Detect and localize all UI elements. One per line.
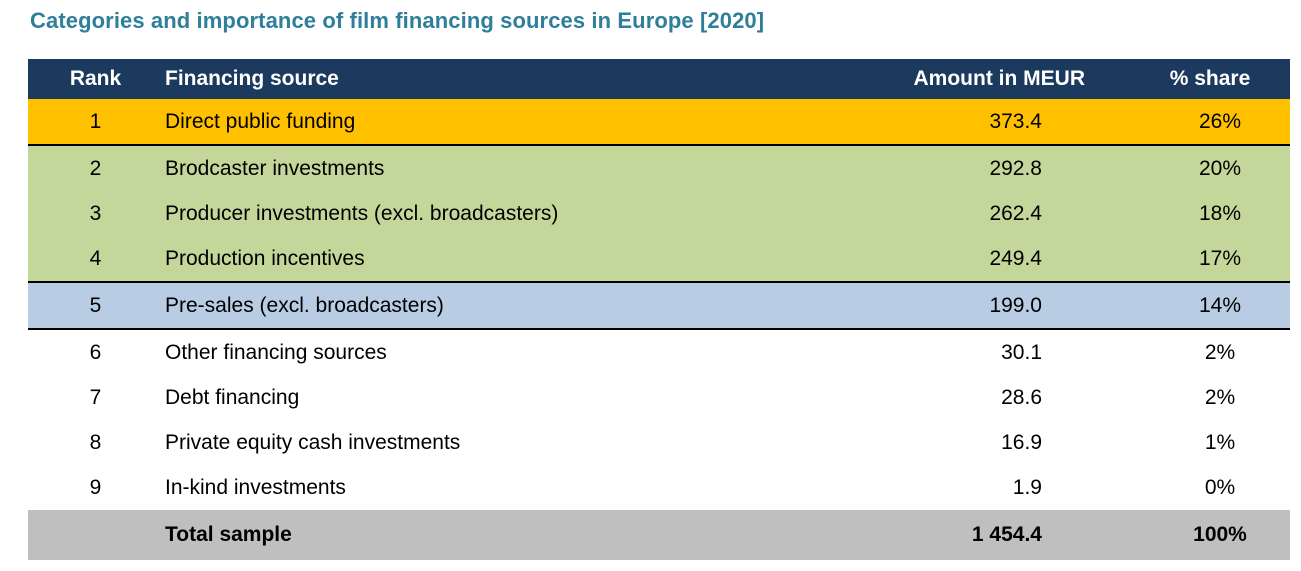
total-row: Total sample 1 454.4 100% bbox=[28, 510, 1290, 560]
cell-source: Producer investments (excl. broadcasters… bbox=[163, 191, 803, 236]
total-rank-spacer bbox=[28, 510, 163, 560]
page-title: Categories and importance of film financ… bbox=[30, 8, 765, 33]
table-row: 1 Direct public funding 373.4 26% bbox=[28, 99, 1290, 146]
cell-rank: 3 bbox=[28, 191, 163, 236]
column-header-share: % share bbox=[1130, 59, 1290, 99]
cell-amount: 262.4 bbox=[803, 191, 1130, 236]
cell-amount: 30.1 bbox=[803, 329, 1130, 375]
cell-rank: 7 bbox=[28, 375, 163, 420]
column-header-rank: Rank bbox=[28, 59, 163, 99]
cell-rank: 6 bbox=[28, 329, 163, 375]
cell-rank: 8 bbox=[28, 420, 163, 465]
cell-share: 14% bbox=[1130, 282, 1290, 330]
table-row: 8 Private equity cash investments 16.9 1% bbox=[28, 420, 1290, 465]
table-row: 9 In-kind investments 1.9 0% bbox=[28, 465, 1290, 510]
table-row: 6 Other financing sources 30.1 2% bbox=[28, 329, 1290, 375]
cell-source: Direct public funding bbox=[163, 99, 803, 146]
cell-source: Private equity cash investments bbox=[163, 420, 803, 465]
cell-source: Production incentives bbox=[163, 236, 803, 283]
table-row: 2 Brodcaster investments 292.8 20% bbox=[28, 145, 1290, 191]
table-row: 7 Debt financing 28.6 2% bbox=[28, 375, 1290, 420]
column-header-amount: Amount in MEUR bbox=[803, 59, 1130, 99]
cell-share: 26% bbox=[1130, 99, 1290, 146]
total-amount: 1 454.4 bbox=[803, 510, 1130, 560]
cell-source: Other financing sources bbox=[163, 329, 803, 375]
cell-source: Brodcaster investments bbox=[163, 145, 803, 191]
cell-share: 0% bbox=[1130, 465, 1290, 510]
cell-amount: 292.8 bbox=[803, 145, 1130, 191]
cell-amount: 16.9 bbox=[803, 420, 1130, 465]
total-label: Total sample bbox=[163, 510, 803, 560]
column-header-source: Financing source bbox=[163, 59, 803, 99]
total-share: 100% bbox=[1130, 510, 1290, 560]
cell-rank: 9 bbox=[28, 465, 163, 510]
table-row: 3 Producer investments (excl. broadcaster… bbox=[28, 191, 1290, 236]
cell-source: Debt financing bbox=[163, 375, 803, 420]
cell-share: 17% bbox=[1130, 236, 1290, 283]
financing-sources-table: Rank Financing source Amount in MEUR % s… bbox=[28, 59, 1290, 560]
table-row: 4 Production incentives 249.4 17% bbox=[28, 236, 1290, 283]
cell-amount: 373.4 bbox=[803, 99, 1130, 146]
cell-rank: 2 bbox=[28, 145, 163, 191]
cell-rank: 5 bbox=[28, 282, 163, 330]
cell-amount: 249.4 bbox=[803, 236, 1130, 283]
cell-source: Pre-sales (excl. broadcasters) bbox=[163, 282, 803, 330]
cell-source: In-kind investments bbox=[163, 465, 803, 510]
cell-share: 20% bbox=[1130, 145, 1290, 191]
cell-rank: 1 bbox=[28, 99, 163, 146]
cell-share: 2% bbox=[1130, 375, 1290, 420]
cell-amount: 199.0 bbox=[803, 282, 1130, 330]
cell-rank: 4 bbox=[28, 236, 163, 283]
header-row: Rank Financing source Amount in MEUR % s… bbox=[28, 59, 1290, 99]
cell-amount: 1.9 bbox=[803, 465, 1130, 510]
table-row: 5 Pre-sales (excl. broadcasters) 199.0 14% bbox=[28, 282, 1290, 330]
cell-share: 18% bbox=[1130, 191, 1290, 236]
cell-share: 2% bbox=[1130, 329, 1290, 375]
cell-share: 1% bbox=[1130, 420, 1290, 465]
cell-amount: 28.6 bbox=[803, 375, 1130, 420]
